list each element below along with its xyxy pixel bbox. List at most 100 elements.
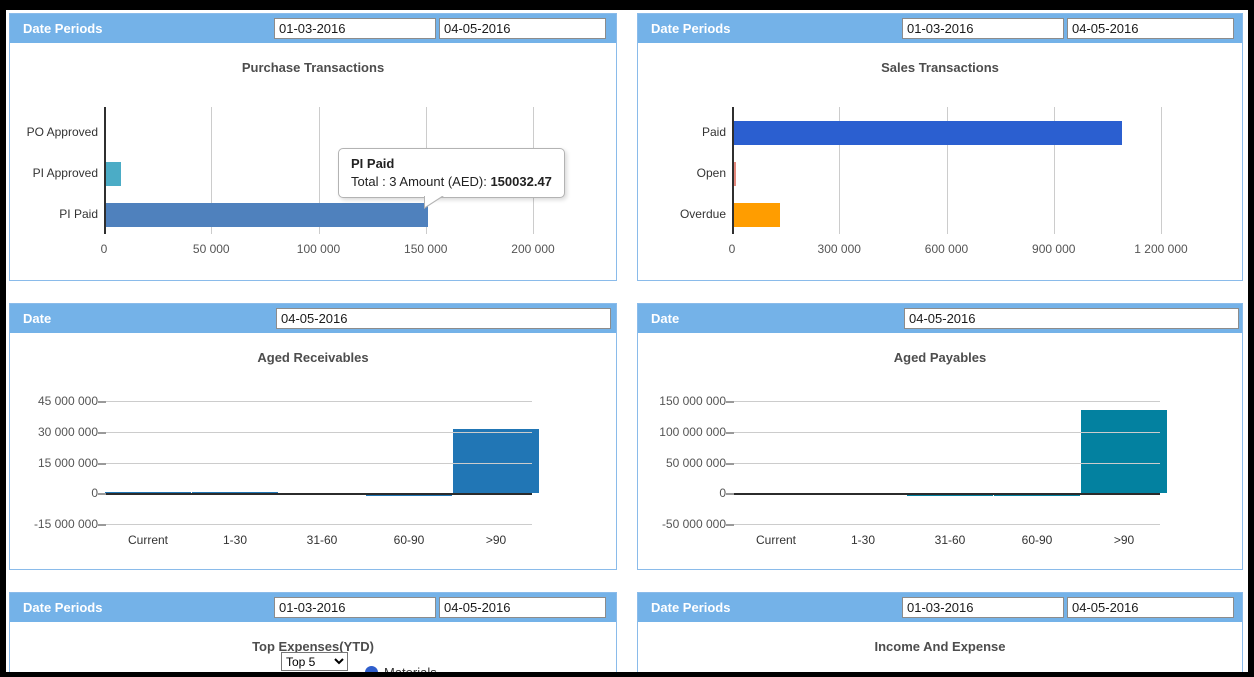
x-tick-label: 200 000 bbox=[511, 242, 555, 256]
zero-axis-line bbox=[106, 493, 532, 495]
category-label: Current bbox=[127, 533, 168, 547]
tooltip-title: PI Paid bbox=[351, 156, 395, 171]
panel-income-and-expense: Date Periods Income And Expense bbox=[637, 592, 1243, 672]
top-n-select[interactable]: Top 5 bbox=[281, 652, 348, 671]
panel-sales-transactions: Date Periods Sales Transactions 0 300 000… bbox=[637, 13, 1243, 281]
legend-label: Materials bbox=[384, 665, 437, 672]
category-label: Overdue bbox=[679, 207, 726, 221]
panel-header: Date Periods bbox=[638, 593, 1242, 622]
bar-60-90[interactable] bbox=[994, 495, 1080, 496]
v-gridline bbox=[839, 107, 841, 234]
category-label: 31-60 bbox=[306, 533, 338, 547]
v-gridline bbox=[211, 107, 213, 234]
date-periods-label: Date Periods bbox=[23, 600, 103, 615]
chart-tooltip: PI Paid Total : 3 Amount (AED): 150032.4… bbox=[338, 148, 565, 209]
h-gridline bbox=[106, 524, 532, 525]
chart-title: Sales Transactions bbox=[881, 60, 999, 75]
y-tick-label: 30 000 000 bbox=[37, 425, 98, 439]
y-tick-label: 15 000 000 bbox=[37, 456, 98, 470]
bar-open[interactable] bbox=[734, 162, 736, 186]
chart-title: Aged Payables bbox=[893, 350, 987, 365]
bar-1-30[interactable] bbox=[192, 492, 278, 493]
y-tick-label: 45 000 000 bbox=[37, 394, 98, 408]
category-label: >90 bbox=[485, 533, 507, 547]
date-from-input[interactable] bbox=[274, 18, 436, 39]
y-tick-label: 100 000 000 bbox=[659, 425, 726, 439]
date-periods-label: Date Periods bbox=[651, 600, 731, 615]
bar-60-90[interactable] bbox=[366, 495, 452, 496]
y-tick-label: 50 000 000 bbox=[665, 456, 726, 470]
date-from-input[interactable] bbox=[274, 597, 436, 618]
tooltip-text: Total : 3 Amount (AED): 150032.47 bbox=[351, 174, 552, 189]
x-tick-label: 100 000 bbox=[296, 242, 341, 256]
y-tick-mark bbox=[726, 432, 734, 434]
dashboard: Date Periods Purchase Transactions 0 50 0… bbox=[6, 10, 1248, 672]
category-label: Current bbox=[755, 533, 796, 547]
h-gridline bbox=[106, 401, 532, 402]
bar-current[interactable] bbox=[105, 492, 191, 493]
x-tick-label: 900 000 bbox=[1032, 242, 1076, 256]
x-tick-label: 50 000 bbox=[192, 242, 230, 256]
category-label: PO Approved bbox=[26, 125, 98, 139]
y-tick-label: -50 000 000 bbox=[661, 517, 726, 531]
y-tick-mark bbox=[726, 463, 734, 465]
v-gridline bbox=[1053, 107, 1055, 234]
bar-31-60[interactable] bbox=[907, 495, 993, 496]
bar-overdue[interactable] bbox=[734, 203, 781, 227]
chart-title: Aged Receivables bbox=[257, 350, 369, 365]
panel-header: Date Periods bbox=[638, 14, 1242, 43]
x-tick-label: 0 bbox=[728, 242, 736, 256]
category-label: PI Approved bbox=[32, 166, 98, 180]
x-axis-line bbox=[732, 107, 734, 234]
panel-header: Date Periods bbox=[10, 593, 616, 622]
panel-header: Date bbox=[10, 304, 616, 333]
date-from-input[interactable] bbox=[902, 597, 1064, 618]
date-to-input[interactable] bbox=[1067, 18, 1234, 39]
date-input[interactable] bbox=[904, 308, 1239, 329]
category-label: 1-30 bbox=[222, 533, 248, 547]
y-tick-label: 150 000 000 bbox=[659, 394, 726, 408]
chart-title: Purchase Transactions bbox=[241, 60, 385, 75]
panel-purchase-transactions: Date Periods Purchase Transactions 0 50 0… bbox=[9, 13, 617, 281]
aged-receivables-chart: 45 000 000 30 000 000 15 000 000 0 -15 000 0… bbox=[10, 304, 616, 569]
x-tick-label: 300 000 bbox=[817, 242, 861, 256]
bar->90[interactable] bbox=[1081, 409, 1167, 493]
y-tick-label: 0 bbox=[91, 486, 98, 500]
h-gridline bbox=[734, 401, 1160, 402]
category-label: 60-90 bbox=[393, 533, 425, 547]
x-tick-label: 0 bbox=[100, 242, 108, 256]
y-tick-mark bbox=[98, 401, 106, 403]
panel-header: Date Periods bbox=[10, 14, 616, 43]
y-tick-label: -15 000 000 bbox=[33, 517, 98, 531]
date-to-input[interactable] bbox=[1067, 597, 1234, 618]
date-label: Date bbox=[23, 311, 52, 326]
zero-axis-line bbox=[734, 493, 1160, 495]
y-tick-mark bbox=[98, 493, 106, 495]
bar-paid[interactable] bbox=[734, 121, 1122, 145]
y-tick-mark bbox=[98, 463, 106, 465]
bar-pi-paid[interactable] bbox=[106, 203, 428, 227]
h-gridline bbox=[734, 463, 1160, 464]
date-to-input[interactable] bbox=[439, 597, 606, 618]
y-tick-mark bbox=[726, 401, 734, 403]
v-gridline bbox=[946, 107, 948, 234]
bar-pi-approved[interactable] bbox=[106, 162, 121, 186]
x-tick-label: 1 200 000 bbox=[1134, 242, 1188, 256]
v-gridline bbox=[1161, 107, 1162, 234]
bar->90[interactable] bbox=[453, 428, 539, 493]
date-input[interactable] bbox=[276, 308, 611, 329]
date-from-input[interactable] bbox=[902, 18, 1064, 39]
category-label: PI Paid bbox=[59, 207, 98, 221]
h-gridline bbox=[106, 463, 532, 464]
legend-item-materials[interactable]: Materials bbox=[365, 665, 437, 672]
x-axis-line bbox=[104, 107, 106, 234]
purchase-chart: 0 50 000 100 000 150 000 200 000 PO Approved P… bbox=[10, 14, 616, 280]
category-label: >90 bbox=[1113, 533, 1135, 547]
h-gridline bbox=[734, 524, 1160, 525]
category-label: 1-30 bbox=[850, 533, 876, 547]
date-label: Date bbox=[651, 311, 680, 326]
date-to-input[interactable] bbox=[439, 18, 606, 39]
aged-payables-chart: 150 000 000 100 000 000 50 000 000 0 -50 000… bbox=[638, 304, 1242, 569]
y-tick-mark bbox=[726, 493, 734, 495]
